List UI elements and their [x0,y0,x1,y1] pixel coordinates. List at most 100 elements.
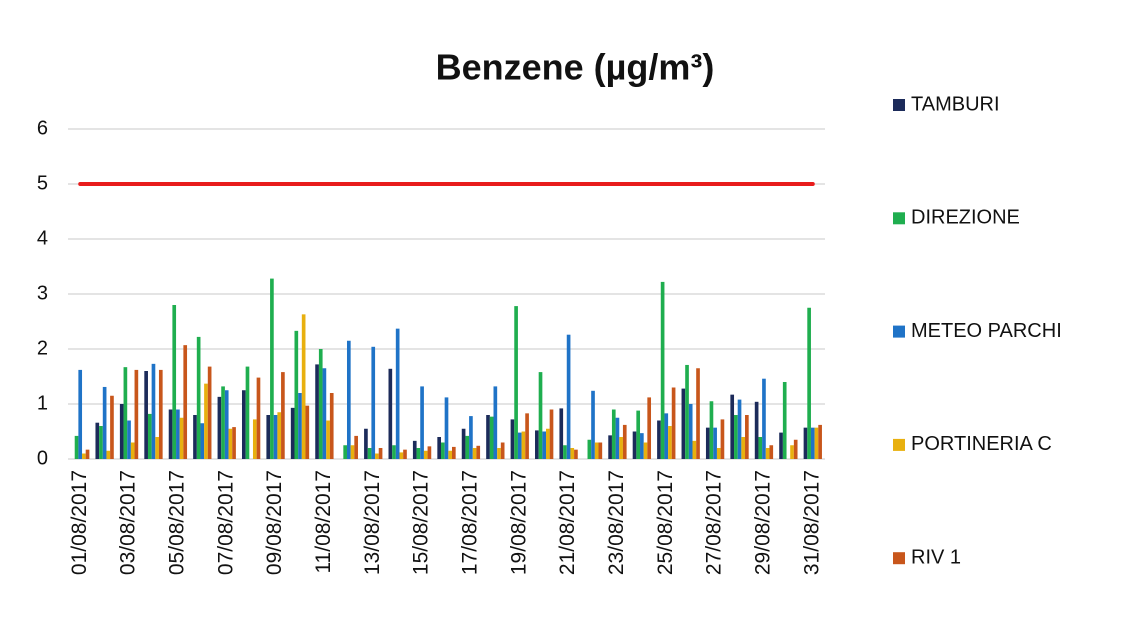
x-tick-label: 31/08/2017 [800,470,823,575]
bar [427,446,432,459]
bar [730,394,735,459]
bar [591,390,595,459]
bar [437,437,442,459]
bar [720,419,725,459]
bar [221,386,225,459]
bar [517,432,522,459]
x-tick-label: 21/08/2017 [556,470,579,575]
bar [493,386,498,459]
bar [367,448,372,459]
y-tick-label: 5 [37,172,48,194]
bar [692,440,697,459]
bar [196,336,201,459]
bar [563,445,567,459]
x-tick-label: 07/08/2017 [214,470,237,575]
bar [416,448,421,459]
y-tick-label: 4 [37,227,48,249]
bar [461,428,466,459]
bar [486,415,490,459]
bar [144,371,148,459]
bar [151,363,156,459]
bar [671,387,676,459]
bar [252,419,257,459]
bar [546,428,550,459]
bar [807,307,811,459]
bar [82,453,86,459]
bar [224,390,229,459]
bar [420,386,424,459]
x-tick-label: 05/08/2017 [165,470,188,575]
bar [388,368,393,459]
bar [155,437,159,459]
x-tick-label: 11/08/2017 [312,470,335,574]
bar [326,420,330,459]
bar [818,424,822,459]
bar [217,396,222,459]
bar [451,446,456,459]
bar [270,278,274,459]
bar [99,426,103,459]
bar [241,390,246,459]
bar [803,427,808,459]
bar [298,393,302,459]
bar [346,340,351,459]
bar [183,345,188,459]
bar [640,433,644,459]
bar [350,445,355,459]
bar [423,450,428,459]
bar [472,448,477,459]
bar [814,427,819,459]
legend-swatch [893,99,905,111]
bar [713,427,717,459]
bar [790,445,794,459]
legend-swatch [893,325,905,338]
y-tick-label: 0 [37,447,48,469]
x-tick-label: 13/08/2017 [361,470,384,575]
bar [705,427,710,459]
bar [172,305,177,459]
bar [399,452,404,459]
bar [660,281,665,459]
bar [281,372,285,459]
bar [204,383,208,459]
bar [256,377,261,459]
chart-title: Benzene (µg/m³) [436,47,715,88]
bar [441,442,445,459]
bar [318,349,323,459]
bar [74,435,79,459]
x-tick-label: 15/08/2017 [410,470,433,575]
bar [762,378,766,459]
bar [476,445,481,459]
bar [123,367,128,459]
bar [158,369,163,459]
bar [392,445,396,459]
bar [754,401,759,459]
bar [636,410,641,459]
bar [364,428,368,459]
bar [500,442,505,459]
bar [305,405,310,459]
bar [130,442,135,459]
bar [168,409,173,459]
bar [741,437,746,459]
bar [469,416,473,459]
bar [277,412,282,459]
bar [745,415,749,459]
bar [329,393,334,459]
bar [375,453,379,459]
legend-swatch [893,438,905,451]
y-tick-label: 2 [37,337,48,359]
bar [521,431,526,459]
bar [301,314,306,459]
bar [643,442,648,459]
bar [315,364,319,459]
bar [179,417,184,459]
bar [664,413,669,459]
bar [465,435,470,459]
legend-label: METEO PARCHI [911,320,1062,342]
y-tick-label: 6 [37,117,48,139]
bar [688,404,693,459]
legend-label: DIREZIONE [911,207,1020,229]
legend-swatch [893,212,905,225]
